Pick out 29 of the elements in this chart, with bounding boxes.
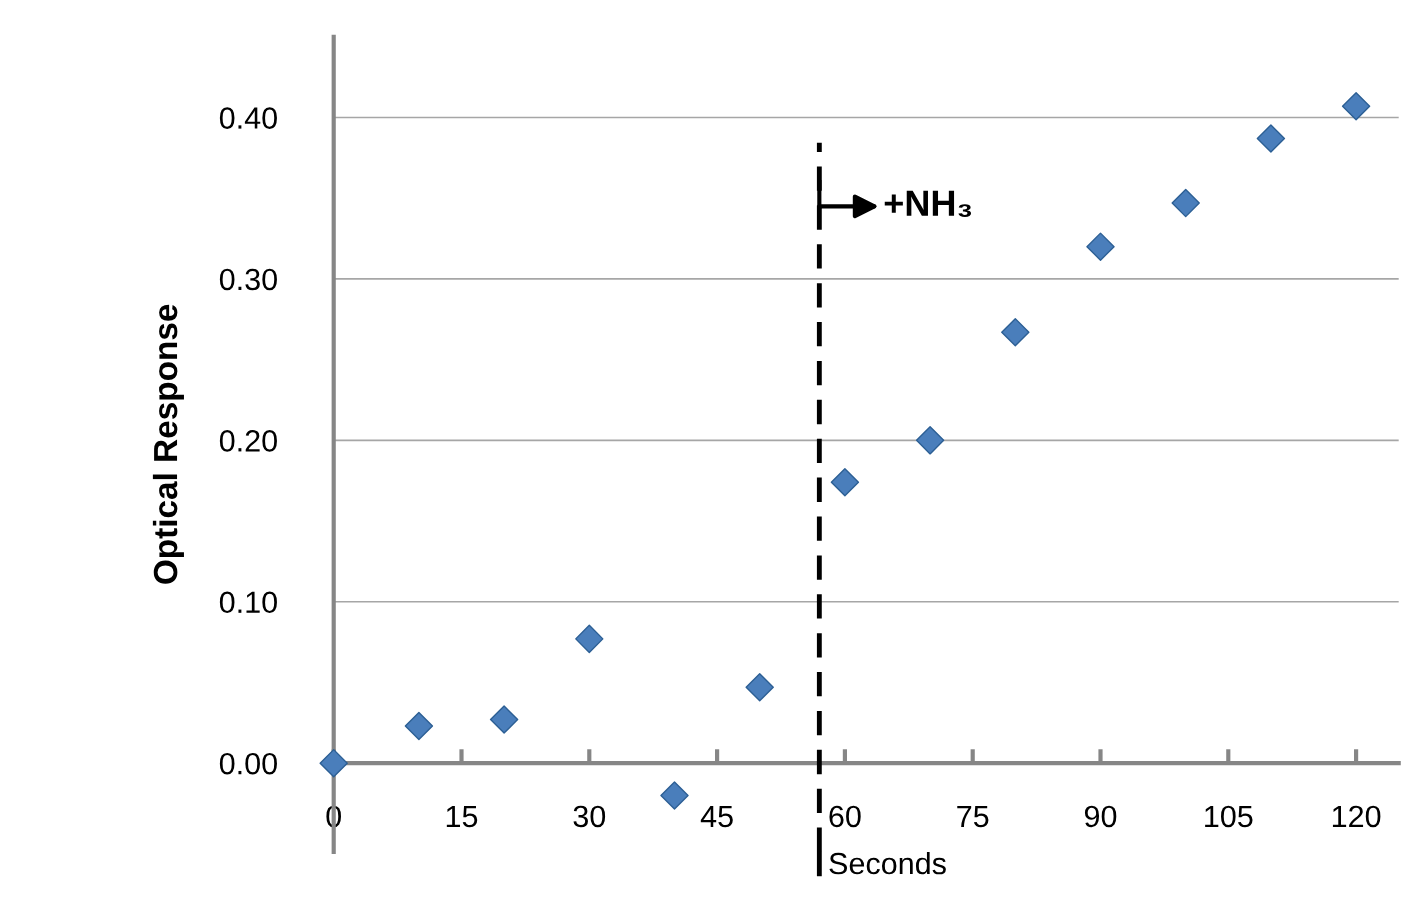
point bbox=[1341, 92, 1371, 121]
y-tick-label: 0.20 bbox=[219, 430, 277, 452]
x-tick-label: 15 bbox=[446, 805, 478, 828]
x-tick-label: 105 bbox=[1205, 805, 1253, 828]
point bbox=[660, 781, 689, 810]
point bbox=[1256, 124, 1286, 153]
point bbox=[575, 624, 604, 654]
y-tick-label: 0.00 bbox=[219, 752, 277, 775]
ref-line-label: +NH₃ bbox=[884, 190, 972, 217]
x-tick-label: 60 bbox=[829, 805, 861, 828]
y-tick-label: 0.30 bbox=[219, 268, 277, 291]
y-axis-title: Optical Response bbox=[152, 304, 184, 584]
x-tick-label: 30 bbox=[573, 805, 606, 828]
x-axis-title: Seconds bbox=[829, 851, 946, 875]
point bbox=[489, 705, 519, 734]
point bbox=[1001, 317, 1030, 347]
point bbox=[404, 711, 434, 741]
y-tick-label: 0.40 bbox=[219, 107, 277, 129]
point bbox=[1086, 232, 1115, 261]
point bbox=[915, 426, 945, 455]
point bbox=[319, 748, 348, 778]
point bbox=[745, 673, 774, 702]
x-tick-label: 45 bbox=[700, 805, 733, 828]
y-tick-label: 0.10 bbox=[219, 591, 277, 614]
x-tick-label: 75 bbox=[957, 805, 989, 828]
point bbox=[830, 468, 860, 497]
x-tick-label: 90 bbox=[1084, 805, 1117, 828]
x-tick-label: 120 bbox=[1332, 805, 1381, 828]
point bbox=[1171, 188, 1200, 218]
